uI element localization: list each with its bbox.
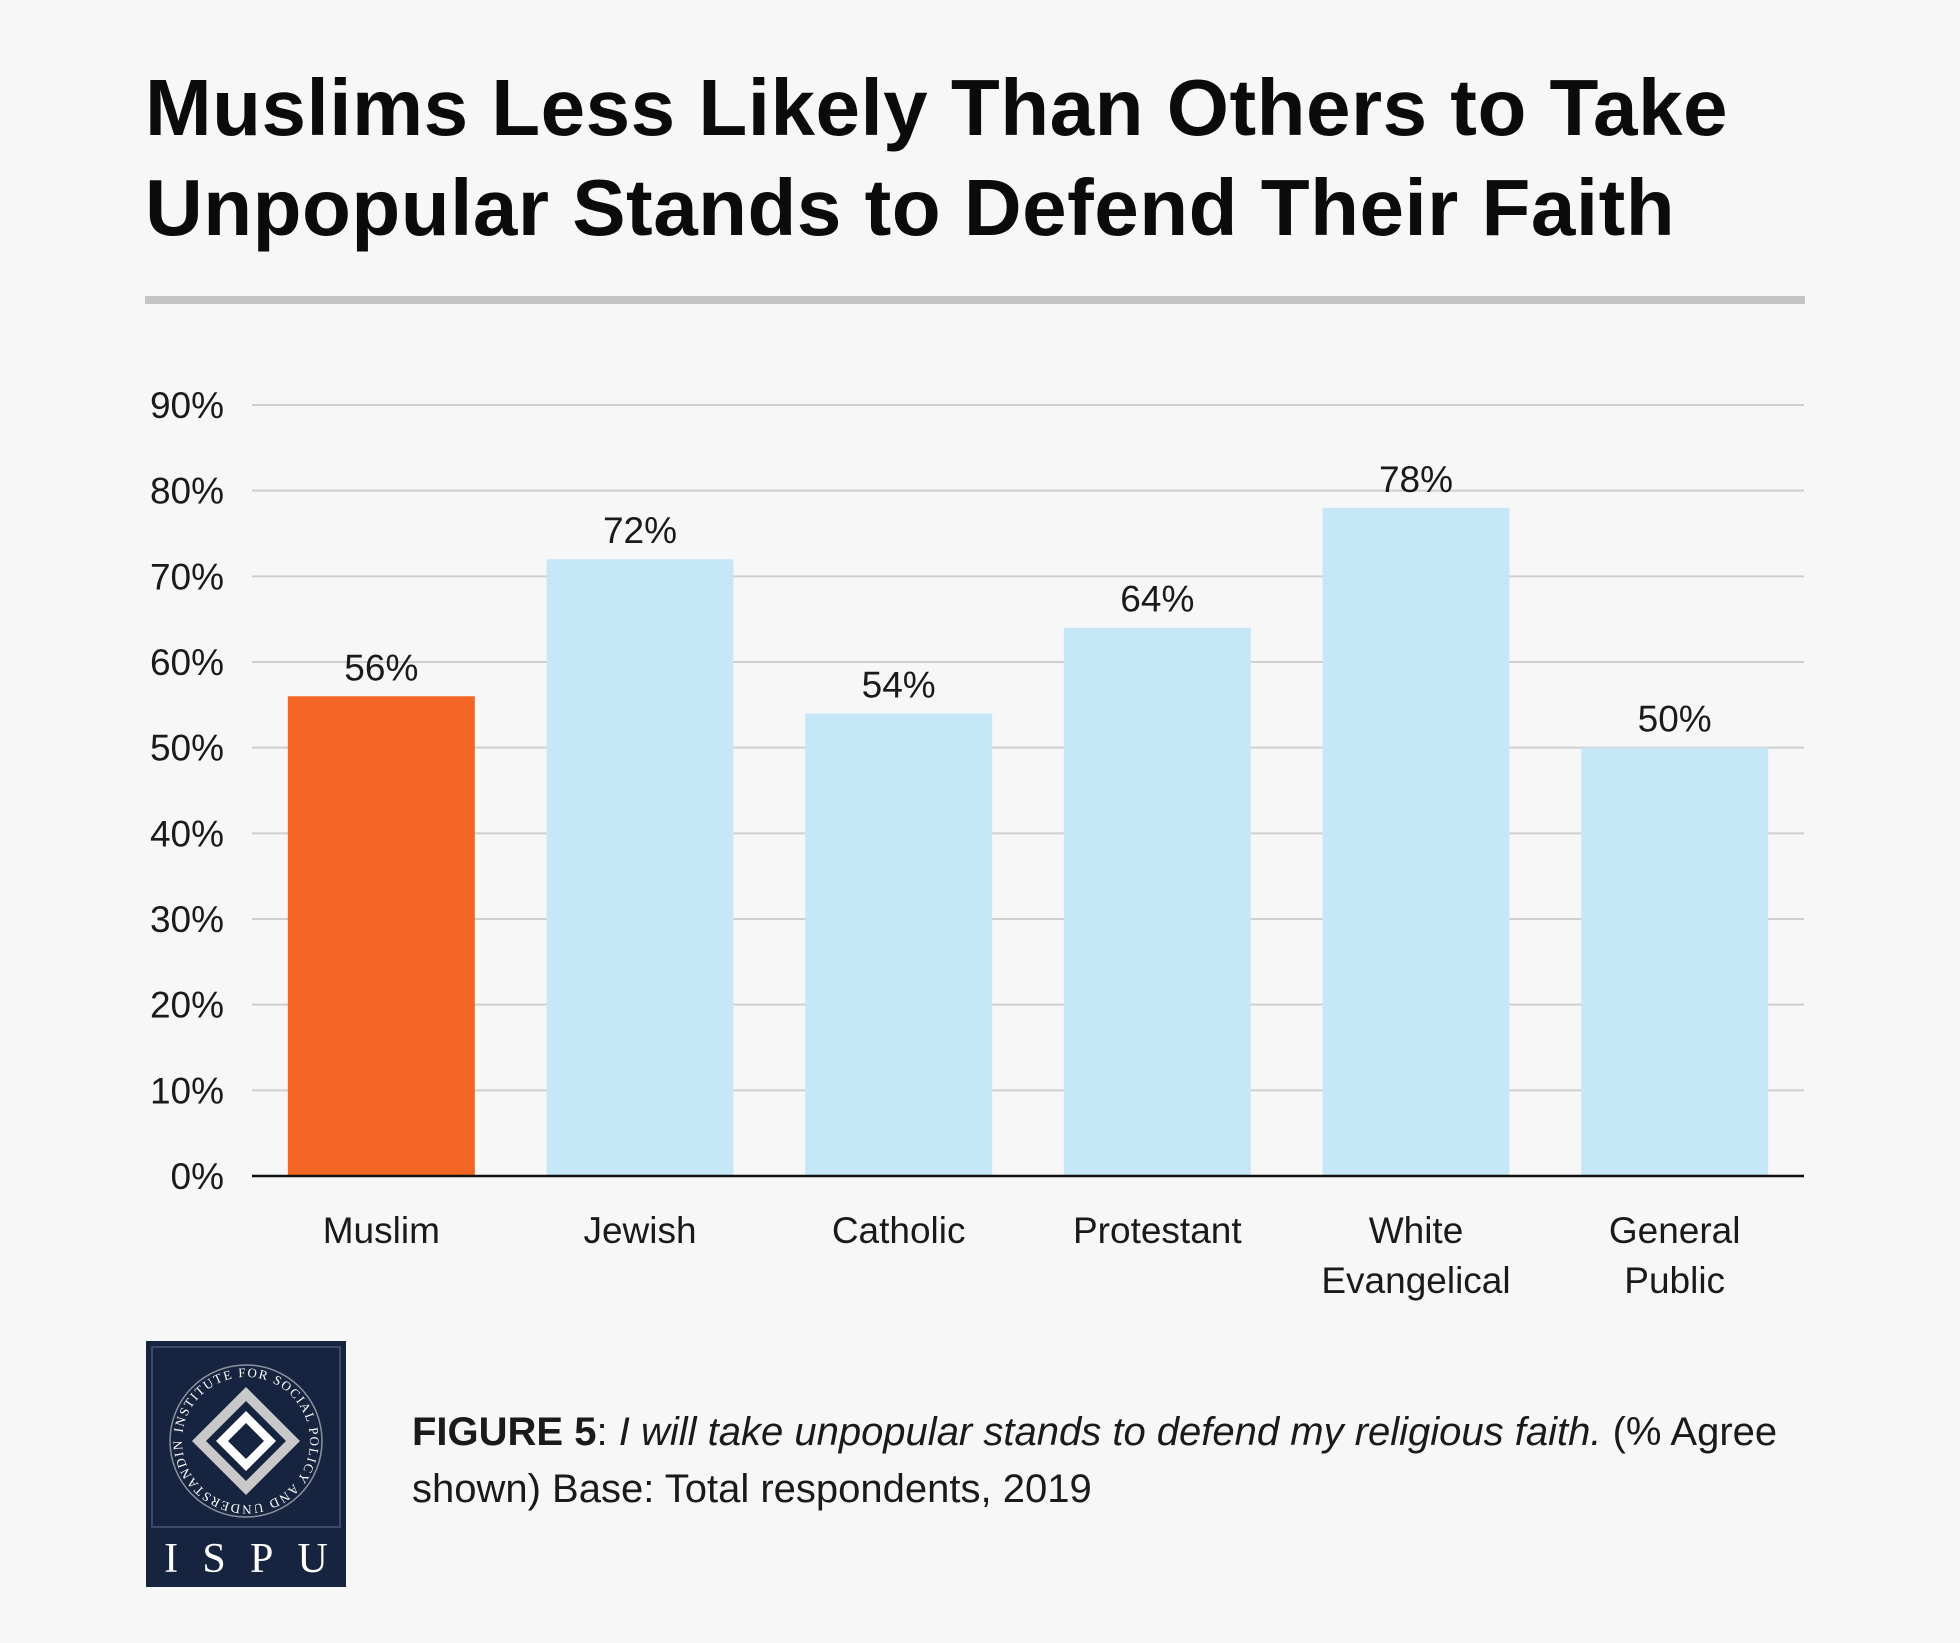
ispu-wordmark: I S P U: [146, 1535, 346, 1583]
bar-chart: 0% 10% 20% 30% 40% 50% 60% 70% 80% 90% 56% 72% 54% 6…: [150, 385, 1804, 1301]
logo-letter-s: S: [202, 1536, 226, 1582]
chart-title-line-2: Unpopular Stands to Defend Their Faith: [145, 163, 1676, 252]
bar-value-label: 56%: [344, 647, 418, 688]
y-tick-label: 20%: [150, 985, 224, 1026]
category-label-line: Jewish: [583, 1210, 696, 1251]
category-label: Protestant: [1073, 1210, 1242, 1251]
bar: [1581, 747, 1769, 1176]
caption-separator: :: [596, 1410, 619, 1454]
category-label-line: Protestant: [1073, 1210, 1242, 1251]
y-tick-label: 90%: [150, 385, 224, 426]
bar: [805, 713, 993, 1176]
caption-base-note: (% Agree shown) Base: Total respondents,…: [412, 1410, 1778, 1511]
category-label: Catholic: [832, 1210, 966, 1251]
bar: [1063, 627, 1251, 1176]
category-label-line: Evangelical: [1321, 1260, 1510, 1301]
ispu-logo: INSTITUTE FOR SOCIAL POLICY AND UNDERSTA…: [141, 1329, 346, 1587]
bar-value-labels: 56% 72% 54% 64% 78% 50%: [344, 459, 1711, 740]
category-label: Jewish: [583, 1210, 696, 1251]
category-label: White Evangelical: [1321, 1210, 1510, 1301]
bar: [287, 696, 475, 1176]
logo-letter-u: U: [297, 1536, 328, 1582]
figure-caption: FIGURE 5: I will take unpopular stands t…: [412, 1404, 1812, 1518]
grid-lines: [252, 404, 1804, 1092]
bar-value-label: 78%: [1379, 459, 1453, 500]
y-tick-label: 30%: [150, 899, 224, 940]
bar: [546, 559, 734, 1176]
y-tick-label: 60%: [150, 642, 224, 683]
chart-title: Muslims Less Likely Than Others to Take …: [145, 58, 1845, 258]
category-label-line: Catholic: [832, 1210, 966, 1251]
figure-number: FIGURE 5: [412, 1410, 597, 1454]
category-label-line: Muslim: [323, 1210, 440, 1251]
y-tick-label: 80%: [150, 471, 224, 512]
ispu-emblem-icon: INSTITUTE FOR SOCIAL POLICY AND UNDERSTA…: [141, 1329, 341, 1528]
logo-letter-i: I: [164, 1536, 179, 1582]
title-divider: [145, 296, 1805, 304]
y-tick-label: 10%: [150, 1070, 224, 1111]
y-tick-label: 70%: [150, 556, 224, 597]
bar-value-label: 54%: [862, 664, 936, 705]
category-label: Muslim: [323, 1210, 440, 1251]
y-axis-tick-labels: 0% 10% 20% 30% 40% 50% 60% 70% 80% 90%: [150, 385, 224, 1197]
bar-value-label: 50%: [1638, 699, 1712, 740]
category-label: General Public: [1609, 1210, 1741, 1301]
bar-value-label: 64%: [1120, 579, 1194, 620]
y-tick-label: 40%: [150, 813, 224, 854]
category-label-line: Public: [1624, 1260, 1725, 1301]
logo-letter-p: P: [249, 1536, 274, 1582]
y-tick-label: 0%: [171, 1156, 224, 1197]
category-label-line: White: [1369, 1210, 1464, 1251]
x-axis-category-labels: Muslim Jewish Catholic Protestant White Evang…: [323, 1210, 1741, 1301]
category-label-line: General: [1609, 1210, 1741, 1251]
survey-statement: I will take unpopular stands to defend m…: [618, 1410, 1602, 1454]
y-tick-label: 50%: [150, 728, 224, 769]
bars: [287, 507, 1769, 1176]
chart-title-line-1: Muslims Less Likely Than Others to Take: [145, 63, 1728, 152]
bar: [1322, 507, 1510, 1176]
bar-value-label: 72%: [603, 510, 677, 551]
